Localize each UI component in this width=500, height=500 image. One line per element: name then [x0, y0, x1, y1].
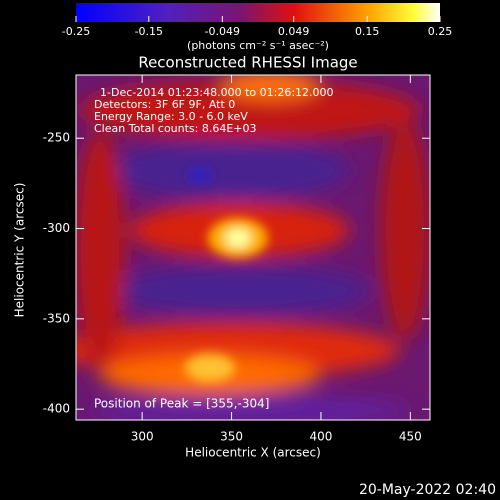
colorbar-label: (photons cm⁻² s⁻¹ asec⁻²) [187, 39, 329, 52]
x-tick-label: 350 [220, 430, 243, 444]
colorbar-tick-label: -0.049 [205, 25, 240, 38]
x-tick-label: 300 [131, 430, 154, 444]
y-axis-label: Heliocentric Y (arcsec) [13, 183, 27, 318]
colorbar-tick-label: 0.25 [428, 25, 453, 38]
image [76, 75, 430, 420]
colorbar-tick-label: 0.049 [278, 25, 310, 38]
annotation: 1-Dec-2014 01:23:48.000 to 01:26:12.000 [100, 86, 334, 99]
colorbar-tick-label: -0.15 [135, 25, 163, 38]
y-tick-label: -400 [43, 402, 70, 416]
x-axis-label: Heliocentric X (arcsec) [185, 446, 321, 460]
colorbar-tick-label: -0.25 [62, 25, 90, 38]
plot-frame [75, 74, 431, 421]
colorbar-tick-label: 0.15 [355, 25, 380, 38]
y-tick-label: -350 [43, 311, 70, 325]
timestamp: 20-May-2022 02:40 [359, 482, 496, 498]
annotation: Detectors: 3F 6F 9F, Att 0 [94, 98, 235, 111]
annotation: Energy Range: 3.0 - 6.0 keV [94, 110, 248, 123]
y-tick-label: -250 [43, 131, 70, 145]
peak-label: Position of Peak = [355,-304] [94, 397, 269, 411]
x-tick-label: 450 [399, 430, 422, 444]
annotation: Clean Total counts: 8.64E+03 [94, 122, 257, 135]
y-tick-label: -300 [43, 221, 70, 235]
chart-title: Reconstructed RHESSI Image [138, 54, 357, 72]
x-tick-label: 400 [309, 430, 332, 444]
colorbar [76, 3, 440, 22]
